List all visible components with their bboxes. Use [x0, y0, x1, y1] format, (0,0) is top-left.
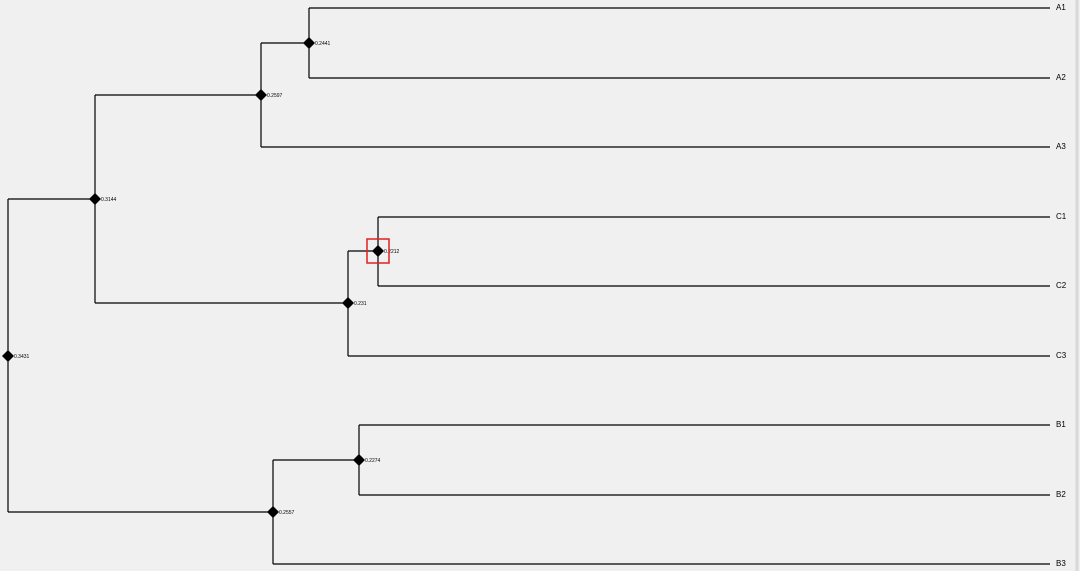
leaf-label: A2 [1056, 73, 1066, 82]
leaf-label: A3 [1056, 142, 1066, 151]
node-diamond [353, 454, 365, 466]
node-diamond [267, 506, 279, 518]
leaf-label: B2 [1056, 490, 1066, 499]
node-label: 0.2212 [384, 249, 400, 255]
node-diamond [303, 37, 315, 49]
node-diamond [372, 245, 384, 257]
node-label: 0.231 [354, 301, 367, 307]
node-label: 0.3431 [14, 354, 30, 360]
leaf-label: C1 [1056, 212, 1067, 221]
leaf-label: B3 [1056, 559, 1066, 568]
selection-box [366, 238, 390, 264]
node-label: 0.2597 [267, 93, 283, 99]
node-label: 0.2274 [365, 458, 381, 464]
leaf-label: B1 [1056, 420, 1066, 429]
node-label: 0.3144 [101, 197, 117, 203]
node-label: 0.2557 [279, 510, 295, 516]
node-diamond [2, 350, 14, 362]
node-diamond [89, 193, 101, 205]
leaf-label: A1 [1056, 3, 1066, 12]
node-diamond [255, 89, 267, 101]
leaf-label: C3 [1056, 351, 1067, 360]
node-label: 0.2441 [315, 41, 331, 47]
leaf-label: C2 [1056, 281, 1067, 290]
node-diamond [342, 297, 354, 309]
